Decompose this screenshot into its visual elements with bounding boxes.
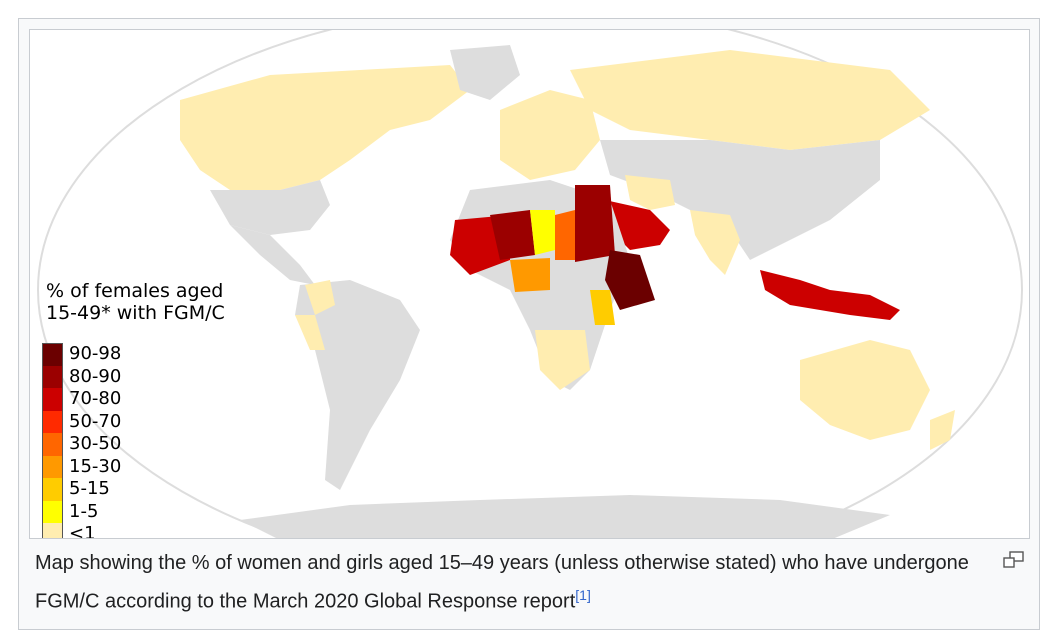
legend-swatch bbox=[42, 365, 63, 388]
region-egypt-sudan bbox=[575, 185, 615, 262]
region-chad bbox=[555, 210, 575, 260]
legend-label: 5-15 bbox=[69, 478, 110, 500]
region-south-africa bbox=[535, 330, 590, 390]
region-indonesia bbox=[760, 270, 900, 320]
legend-label: 15-30 bbox=[69, 455, 122, 477]
figure-caption: Map showing the % of women and girls age… bbox=[35, 547, 985, 618]
region-russia bbox=[570, 50, 930, 150]
region-south-america bbox=[295, 280, 420, 490]
legend-label: 80-90 bbox=[69, 365, 122, 387]
region-europe bbox=[500, 90, 600, 180]
region-iraq-iran bbox=[625, 175, 675, 210]
region-kenya bbox=[590, 290, 615, 325]
legend-label: 50-70 bbox=[69, 410, 122, 432]
legend-swatch bbox=[42, 478, 63, 501]
region-canada-usa bbox=[180, 65, 470, 190]
legend-row: 15-30 bbox=[42, 455, 122, 478]
magnify-icon[interactable] bbox=[1003, 551, 1025, 569]
legend-row: 50-70 bbox=[42, 410, 122, 433]
figure-thumbnail: % of females aged 15-49* with FGM/C 90-9… bbox=[18, 18, 1040, 630]
reference-link[interactable]: [1] bbox=[575, 587, 591, 603]
legend-swatch bbox=[42, 410, 63, 433]
region-peru-ecuador bbox=[295, 315, 325, 350]
legend-row: 70-80 bbox=[42, 388, 121, 411]
legend-label: 90-98 bbox=[69, 343, 122, 365]
map-image[interactable]: % of females aged 15-49* with FGM/C 90-9… bbox=[29, 29, 1030, 539]
region-nigeria bbox=[510, 258, 550, 292]
region-ethiopia-somalia bbox=[605, 250, 655, 310]
caption-text: Map showing the % of women and girls age… bbox=[35, 552, 969, 613]
world-map bbox=[37, 30, 1023, 538]
legend-label: 70-80 bbox=[69, 388, 122, 410]
region-australia bbox=[800, 340, 930, 440]
legend-swatch bbox=[42, 343, 63, 366]
legend-row: 90-98 bbox=[42, 343, 121, 366]
legend-swatch bbox=[42, 455, 63, 478]
legend-swatch bbox=[42, 388, 63, 411]
region-mexico-central bbox=[230, 225, 315, 285]
legend-swatch bbox=[42, 523, 63, 538]
region-niger bbox=[530, 210, 555, 255]
region-greenland bbox=[450, 45, 520, 100]
region-new-zealand bbox=[930, 410, 955, 450]
region-asia bbox=[600, 140, 880, 260]
legend-swatch bbox=[42, 500, 63, 523]
region-india bbox=[690, 210, 740, 275]
legend-swatch bbox=[42, 433, 63, 456]
legend-row: 80-90 bbox=[42, 365, 122, 388]
legend-title: % of females aged 15-49* with FGM/C bbox=[46, 280, 225, 324]
legend: 90-98 80-90 70-80 50-70 30-50 15-30 5-15 1-5 <1 bbox=[42, 343, 122, 539]
legend-row: 30-50 bbox=[42, 433, 121, 456]
region-antarctica bbox=[240, 495, 890, 538]
legend-label: 30-50 bbox=[69, 433, 122, 455]
region-mali bbox=[490, 210, 535, 260]
legend-row: <1 bbox=[42, 523, 121, 539]
region-usa bbox=[210, 180, 330, 235]
legend-label: <1 bbox=[69, 523, 96, 539]
legend-row: 1-5 bbox=[42, 500, 121, 523]
legend-label: 1-5 bbox=[69, 500, 99, 522]
region-colombia bbox=[305, 280, 335, 315]
legend-row: 5-15 bbox=[42, 478, 121, 501]
